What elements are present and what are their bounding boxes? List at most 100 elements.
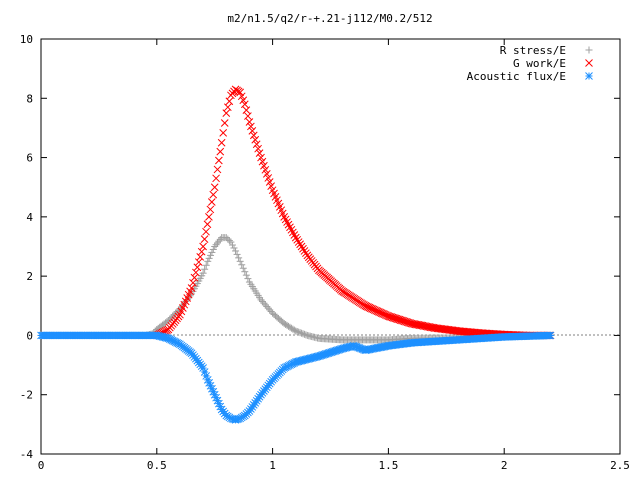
- data-point: [267, 182, 276, 190]
- data-point: [193, 263, 202, 272]
- data-point: [239, 264, 247, 272]
- y-tick-label: 4: [26, 211, 33, 224]
- legend-marker: [585, 46, 593, 54]
- data-point: [364, 303, 372, 311]
- data-point: [199, 242, 207, 251]
- series-0: [37, 234, 555, 344]
- data-point: [260, 161, 268, 170]
- data-point: [300, 330, 308, 338]
- data-point: [208, 248, 216, 256]
- data-point: [260, 299, 268, 307]
- data-point: [251, 135, 260, 144]
- data-point: [207, 251, 215, 259]
- data-point: [396, 316, 405, 324]
- data-point: [261, 301, 269, 309]
- data-point: [365, 303, 374, 312]
- chart-title: m2/n1.5/q2/r-+.21-j112/M0.2/512: [227, 12, 432, 25]
- data-point: [300, 247, 309, 255]
- data-point: [236, 257, 244, 265]
- data-point: [392, 314, 401, 323]
- data-point: [380, 310, 389, 319]
- data-point: [210, 390, 219, 399]
- data-point: [302, 331, 310, 339]
- data-point: [236, 88, 245, 97]
- data-point: [368, 304, 376, 313]
- data-point: [213, 165, 222, 174]
- data-point: [263, 303, 271, 311]
- data-point: [217, 138, 226, 147]
- data-point: [222, 109, 231, 117]
- data-point: [245, 118, 254, 126]
- data-point: [209, 245, 217, 253]
- data-point: [232, 247, 240, 255]
- data-point: [258, 157, 267, 166]
- data-point: [239, 96, 248, 105]
- x-tick-label: 1: [269, 459, 276, 472]
- data-point: [262, 170, 271, 178]
- data-point: [379, 309, 387, 318]
- data-point: [205, 254, 213, 262]
- data-point: [290, 326, 298, 334]
- y-tick-label: 10: [20, 33, 33, 46]
- data-point: [248, 127, 257, 135]
- data-point: [227, 238, 235, 246]
- data-point: [302, 249, 310, 258]
- data-point: [233, 250, 241, 258]
- data-point: [205, 213, 213, 221]
- data-point: [210, 183, 219, 192]
- x-tick-label: 2: [501, 459, 508, 472]
- data-point: [212, 174, 220, 183]
- data-point: [255, 149, 264, 157]
- y-tick-label: 2: [26, 270, 33, 283]
- data-point: [200, 368, 209, 376]
- data-point: [402, 317, 410, 326]
- data-point: [209, 190, 218, 199]
- ticks-layer: 0 0.5 1 1.5 2 2.5 -4 -2 0 2 4 6 8 10: [20, 33, 630, 472]
- data-point: [213, 239, 221, 247]
- x-tick-label: 0: [38, 459, 45, 472]
- data-point: [373, 307, 382, 316]
- data-point: [247, 122, 255, 131]
- data-point: [238, 261, 246, 269]
- data-point: [292, 327, 300, 335]
- x-tick-label: 0.5: [147, 459, 167, 472]
- data-point: [257, 296, 265, 304]
- data-point: [192, 268, 200, 277]
- data-point: [207, 198, 216, 206]
- data-point: [295, 328, 303, 336]
- data-point: [361, 301, 370, 310]
- data-point: [242, 271, 250, 279]
- data-point: [258, 298, 266, 306]
- data-point: [202, 261, 210, 269]
- data-point: [257, 153, 265, 162]
- y-tick-label: -2: [20, 389, 33, 402]
- data-point: [189, 278, 197, 287]
- data-point: [220, 119, 229, 127]
- y-tick-label: 6: [26, 152, 33, 165]
- data-point: [383, 311, 391, 320]
- data-point: [202, 227, 210, 236]
- data-point: [216, 147, 225, 156]
- data-point: [216, 235, 224, 243]
- plot-area: [40, 38, 621, 455]
- data-point: [244, 275, 252, 283]
- data-point: [296, 240, 304, 249]
- data-point: [222, 234, 230, 242]
- legend-label: G work/E: [513, 57, 566, 70]
- data-point: [235, 254, 243, 262]
- data-point: [261, 165, 270, 174]
- data-point: [293, 328, 301, 336]
- data-point: [252, 140, 261, 149]
- data-point: [190, 273, 199, 282]
- y-tick-label: 8: [26, 92, 33, 105]
- data-point: [265, 178, 274, 186]
- data-point: [228, 241, 236, 249]
- data-point: [197, 247, 206, 256]
- data-point: [215, 156, 223, 165]
- y-tick-label: -4: [20, 448, 34, 461]
- data-point: [400, 317, 409, 326]
- data-point: [389, 314, 398, 322]
- data-point: [296, 329, 304, 337]
